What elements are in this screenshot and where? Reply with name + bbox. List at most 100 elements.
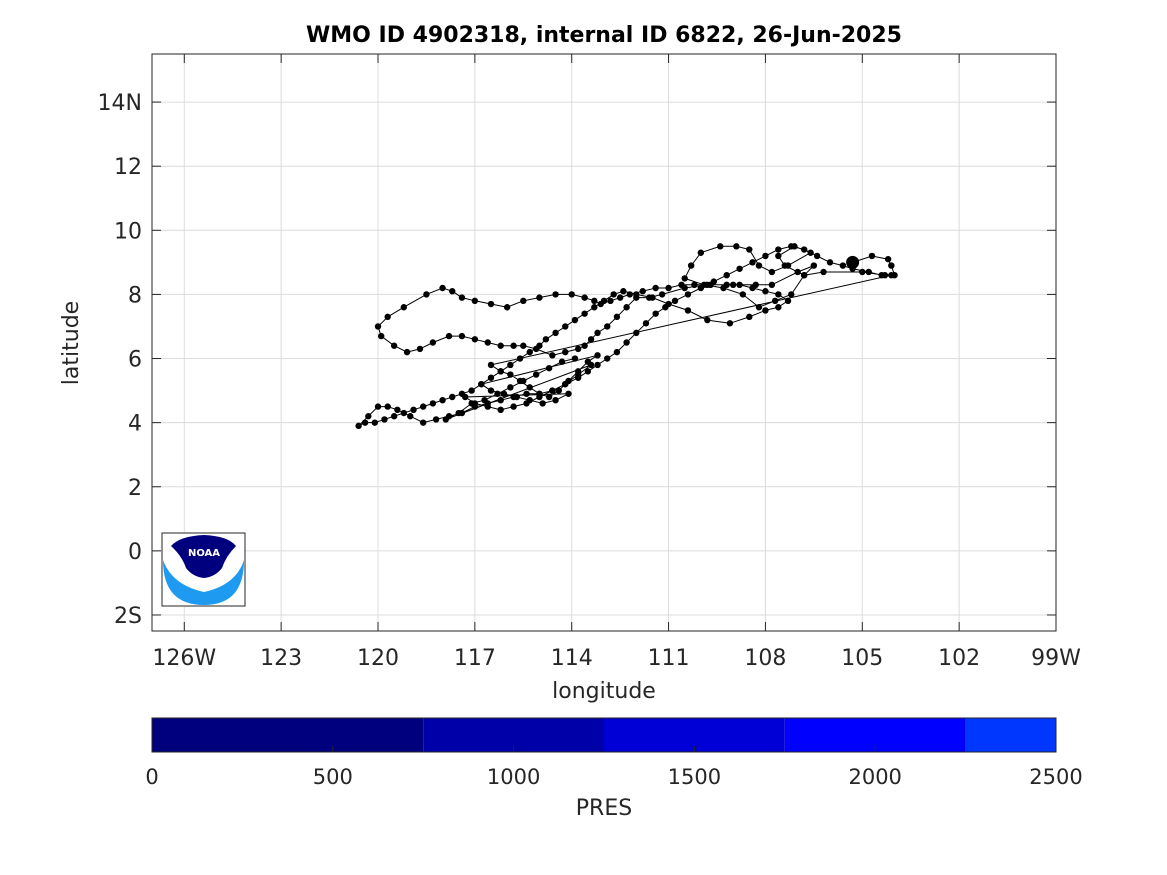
trajectory-point [523, 390, 530, 397]
trajectory-point [868, 252, 876, 260]
trajectory-point [755, 304, 763, 311]
trajectory-point [581, 294, 588, 301]
trajectory-point [471, 297, 479, 305]
trajectory-point [510, 403, 517, 410]
trajectory-point [497, 397, 504, 404]
trajectory-point [723, 271, 730, 279]
trajectory-point [775, 246, 782, 253]
trajectory-point [684, 307, 692, 314]
trajectory-point [813, 252, 821, 260]
trajectory-point [587, 336, 595, 343]
trajectory-point [878, 271, 885, 279]
trajectory-point [723, 281, 730, 288]
trajectory-point [365, 413, 372, 420]
trajectory-point [400, 304, 408, 311]
trajectory-point [613, 313, 621, 321]
trajectory-point [562, 380, 569, 388]
trajectory-point [545, 364, 553, 372]
trajectory-point [536, 342, 543, 349]
trajectory-point [658, 291, 666, 298]
trajectory-point [755, 262, 763, 269]
trajectory-point [432, 416, 440, 423]
colorbar-tick-label: 2500 [1029, 765, 1082, 789]
colorbar-frame [151, 717, 1057, 753]
trajectory-point [594, 352, 601, 359]
trajectory-point [684, 291, 692, 298]
trajectory-point [539, 400, 546, 407]
trajectory-point [558, 358, 566, 365]
x-tick-label: 114 [551, 646, 593, 671]
trajectory-point [768, 268, 776, 276]
x-tick-label: 99W [1031, 646, 1081, 671]
trajectory-point [523, 400, 530, 407]
trajectory-point [788, 243, 795, 250]
colorbar [152, 718, 1056, 752]
trajectory-point [865, 268, 872, 276]
trajectory-point [594, 329, 601, 337]
trajectory-point [536, 294, 543, 301]
noaa-logo-text: NOAA [188, 548, 220, 559]
colorbar-label: PRES [576, 796, 632, 821]
trajectory-point [361, 419, 369, 426]
trajectory-point [549, 387, 556, 394]
y-tick-label: 4 [128, 412, 142, 437]
x-tick-label: 102 [938, 646, 980, 671]
trajectory-point [678, 281, 685, 288]
plot-frame [151, 53, 1057, 632]
trajectory-point [487, 374, 495, 381]
y-tick-label: 12 [114, 155, 142, 180]
chart-title: WMO ID 4902318, internal ID 6822, 26-Jun… [306, 23, 902, 48]
trajectory-point [607, 297, 614, 305]
trajectory-point [697, 249, 705, 256]
trajectory-point [439, 397, 446, 404]
trajectory-point [552, 397, 559, 404]
trajectory-point [513, 393, 521, 401]
trajectory-point [510, 342, 517, 349]
trajectory-point [729, 281, 737, 288]
trajectory-point [526, 384, 533, 391]
trajectory-point [604, 323, 611, 330]
trajectory-point [587, 361, 595, 369]
trajectory-point [739, 291, 747, 298]
trajectory-point [746, 246, 753, 253]
trajectory-point [484, 403, 491, 410]
trajectory-point [516, 355, 524, 362]
trajectory-point [545, 393, 553, 401]
trajectory-point [762, 252, 769, 260]
trajectory-point [671, 297, 679, 305]
trajectory-points [355, 243, 898, 430]
trajectory-point [768, 281, 776, 288]
trajectory-point [626, 291, 634, 298]
x-tick-label: 111 [648, 646, 690, 671]
y-tick-label: 8 [128, 283, 142, 308]
trajectory-point [429, 339, 437, 346]
y-tick-label: 10 [114, 219, 142, 244]
trajectory-point [616, 294, 624, 301]
trajectory-point [420, 403, 427, 410]
trajectory-point [568, 291, 575, 298]
trajectory-point [652, 310, 659, 317]
trajectory-point [407, 413, 414, 420]
trajectory-point [775, 304, 782, 311]
trajectory-point [726, 320, 734, 327]
trajectory-point [642, 320, 650, 327]
trajectory-point [591, 297, 598, 305]
trajectory-point [571, 316, 579, 324]
x-tick-label: 117 [454, 646, 496, 671]
trajectory-point [487, 361, 495, 369]
colorbar-tick-label: 1500 [668, 765, 721, 789]
trajectory-point [762, 307, 769, 314]
trajectory-point [784, 297, 792, 305]
trajectory-point [584, 368, 592, 375]
trajectory-point [591, 304, 598, 311]
colorbar-ticks: 0 500 1000 1500 2000 2500 [145, 746, 1083, 789]
trajectory-point [604, 355, 611, 362]
trajectory-point [788, 291, 795, 298]
x-axis-ticks: 126W 123 120 117 114 111 108 105 102 99W [152, 54, 1081, 671]
trajectory-point [374, 323, 382, 330]
trajectory-point [784, 262, 792, 269]
x-tick-label: 108 [744, 646, 786, 671]
trajectory-point [565, 390, 572, 397]
trajectory-point [439, 284, 446, 292]
colorbar-band [965, 718, 1056, 752]
